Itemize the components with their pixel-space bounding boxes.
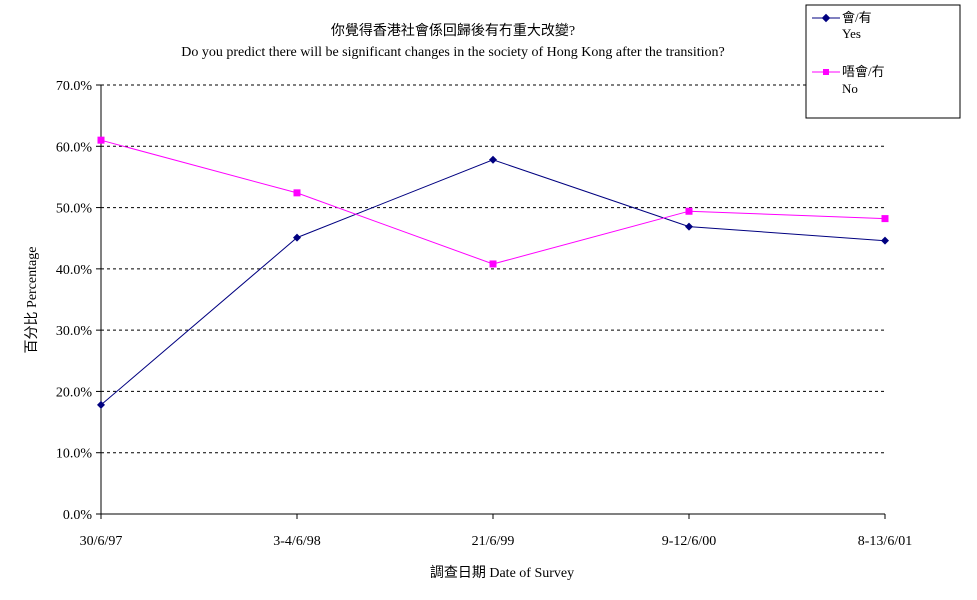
y-tick-label: 60.0% bbox=[56, 140, 93, 155]
chart-subtitle: Do you predict there will be significant… bbox=[181, 45, 725, 60]
y-tick-label: 50.0% bbox=[56, 202, 93, 217]
legend-yes-label: 會/有 bbox=[842, 10, 872, 25]
legend-box bbox=[805, 4, 961, 119]
data-point-no bbox=[97, 136, 105, 144]
y-tick-label: 0.0% bbox=[63, 508, 93, 523]
legend-no-marker bbox=[823, 69, 829, 75]
data-point-no bbox=[881, 215, 889, 223]
y-tick-label: 30.0% bbox=[56, 324, 93, 339]
x-tick-label: 9-12/6/00 bbox=[662, 534, 716, 549]
x-ticks: 30/6/97 3-4/6/98 21/6/99 9-12/6/00 8-13/6/01 bbox=[80, 514, 912, 549]
data-point-no bbox=[293, 189, 301, 197]
x-tick-label: 21/6/99 bbox=[472, 534, 515, 549]
data-point-yes bbox=[97, 400, 105, 409]
x-tick-label: 3-4/6/98 bbox=[273, 534, 320, 549]
y-tick-label: 70.0% bbox=[56, 79, 93, 94]
series-line-yes bbox=[100, 159, 886, 406]
x-axis-label: 調查日期 Date of Survey bbox=[430, 565, 574, 581]
series bbox=[97, 136, 889, 409]
y-tick-label: 10.0% bbox=[56, 447, 93, 462]
data-point-no bbox=[685, 207, 693, 215]
x-tick-label: 30/6/97 bbox=[80, 534, 123, 549]
y-axis-label: 百分比 Percentage bbox=[24, 247, 40, 354]
chart-title: 你覺得香港社會係回歸後有冇重大改變? bbox=[331, 22, 575, 39]
y-ticks: 0.0% 10.0% 20.0% 30.0% 40.0% 50.0% 60.0% 70.0% bbox=[56, 79, 101, 523]
data-point-yes bbox=[489, 155, 497, 164]
legend-yes-label-en: Yes bbox=[842, 26, 861, 41]
legend: 會/有 Yes 唔會/冇 No bbox=[805, 4, 961, 119]
gridlines bbox=[101, 84, 885, 454]
x-tick-label: 8-13/6/01 bbox=[858, 534, 912, 549]
y-tick-label: 40.0% bbox=[56, 263, 93, 278]
data-point-yes bbox=[685, 222, 693, 231]
data-point-yes bbox=[881, 236, 889, 245]
legend-no-label-en: No bbox=[842, 81, 858, 96]
data-point-yes bbox=[293, 233, 301, 242]
legend-no-label: 唔會/冇 bbox=[842, 64, 885, 79]
data-point-no bbox=[489, 260, 497, 268]
y-tick-label: 20.0% bbox=[56, 385, 93, 400]
